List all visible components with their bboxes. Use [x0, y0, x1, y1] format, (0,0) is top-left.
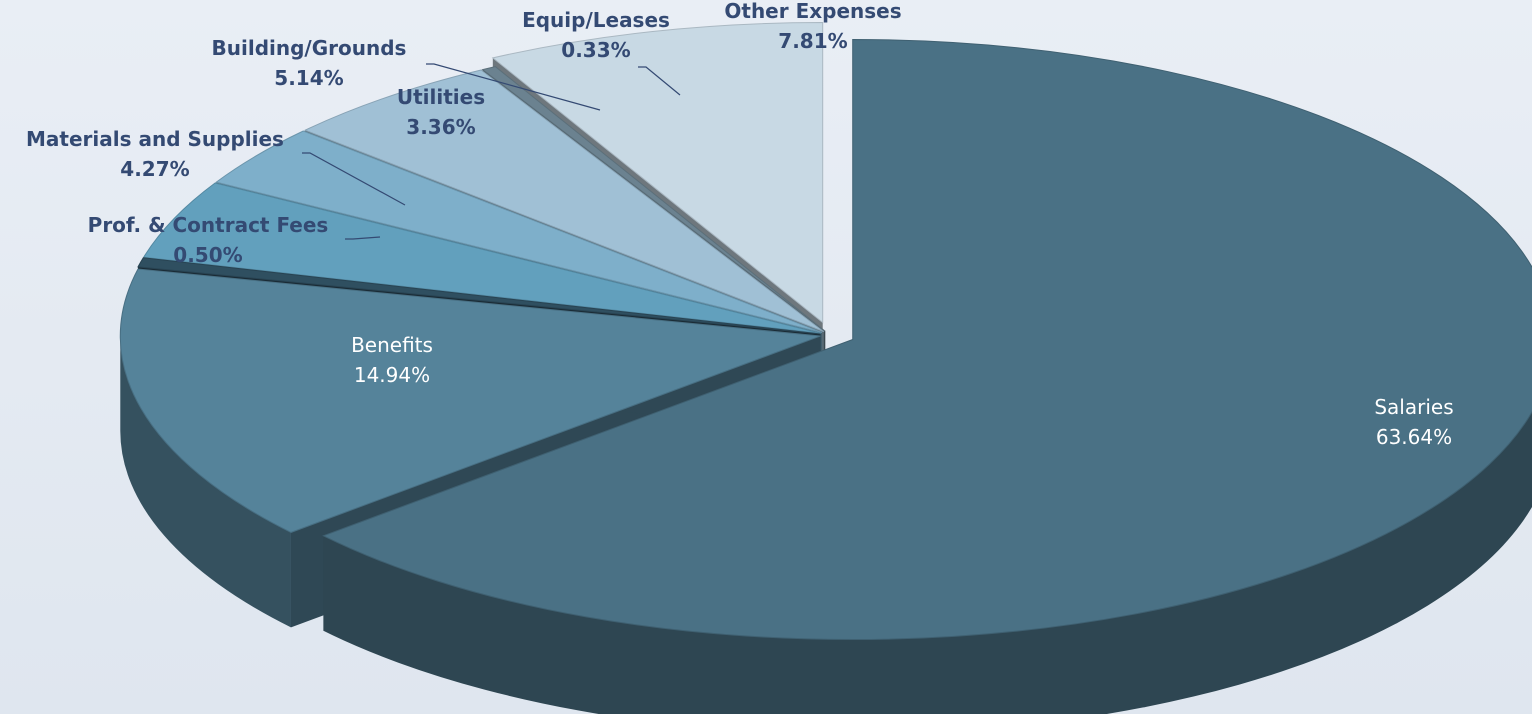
slice-value-label: 0.33%: [561, 38, 630, 62]
slice-value-label: 3.36%: [406, 115, 475, 139]
slice-top: [322, 38, 1532, 640]
slice-side: [323, 411, 1532, 714]
leader-line: [426, 63, 601, 111]
slice-top: [142, 182, 821, 334]
slice-category-label: Utilities: [397, 85, 485, 109]
slice-category-label: Materials and Supplies: [26, 127, 284, 151]
slice-top: [215, 130, 823, 333]
pie-slices: [119, 21, 1532, 714]
slice-top: [481, 66, 826, 332]
slice-top: [303, 69, 825, 333]
leader-line: [345, 236, 381, 240]
slice-category-label: Benefits: [351, 333, 433, 357]
slice-top: [137, 257, 821, 335]
slice-category-label: Prof. & Contract Fees: [88, 213, 329, 237]
slice-category-label: Building/Grounds: [212, 36, 407, 60]
slice-category-label: Equip/Leases: [522, 8, 670, 32]
slice-side: [120, 336, 291, 628]
slice-labels: Salaries 63.64% Benefits 14.94% Prof. & Cont…: [26, 0, 1454, 449]
leader-lines: [302, 63, 681, 240]
slice-top: [119, 268, 821, 533]
pie-slice: [322, 38, 1532, 714]
slice-value-label: 14.94%: [354, 363, 430, 387]
slice-category-label: Other Expenses: [724, 0, 901, 23]
slice-category-label: Salaries: [1374, 395, 1453, 419]
slice-value-label: 0.50%: [173, 243, 242, 267]
slice-value-label: 4.27%: [120, 157, 189, 181]
slice-value-label: 7.81%: [778, 29, 847, 53]
slice-value-label: 5.14%: [274, 66, 343, 90]
slice-value-label: 63.64%: [1376, 425, 1452, 449]
leader-line: [302, 152, 406, 206]
slice-top: [491, 21, 824, 324]
leader-line: [638, 66, 681, 96]
